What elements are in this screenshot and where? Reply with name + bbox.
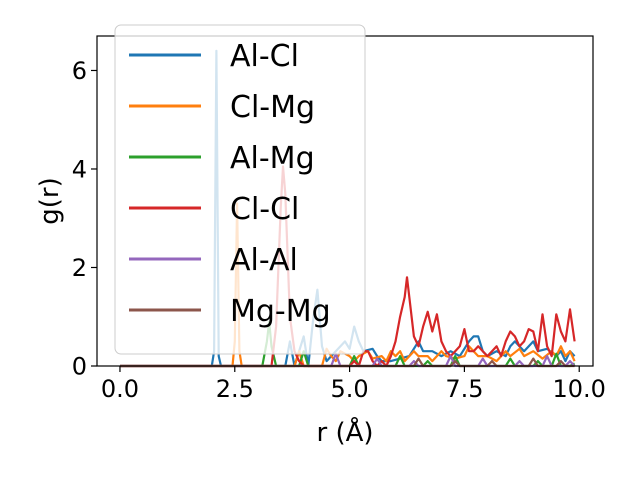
x-tick-label: 7.5 — [445, 375, 483, 403]
y-axis-label: g(r) — [35, 177, 65, 224]
y-tick-label: 2 — [72, 254, 87, 282]
legend-label-al-al: Al-Al — [230, 243, 298, 278]
x-tick-label: 2.5 — [216, 375, 254, 403]
series-line-mg-mg — [120, 357, 575, 368]
x-tick-label: 0.0 — [101, 375, 139, 403]
legend-label-cl-cl: Cl-Cl — [230, 192, 299, 227]
x-axis-ticks: 0.0 2.5 5.0 7.5 10.0 — [101, 366, 606, 403]
legend-label-al-cl: Al-Cl — [230, 39, 299, 74]
y-tick-label: 6 — [72, 57, 87, 85]
y-axis-ticks: 0 2 4 6 — [72, 57, 97, 381]
y-tick-label: 0 — [72, 353, 87, 381]
x-tick-label: 10.0 — [553, 375, 606, 403]
legend: Al-Cl Cl-Mg Al-Mg Cl-Cl Al-Al Mg-Mg — [114, 24, 366, 355]
legend-label-al-mg: Al-Mg — [230, 141, 315, 176]
y-tick-label: 4 — [72, 155, 87, 183]
legend-label-cl-mg: Cl-Mg — [230, 90, 315, 125]
x-axis-label: r (Å) — [316, 416, 373, 448]
legend-label-mg-mg: Mg-Mg — [230, 294, 331, 329]
x-tick-label: 5.0 — [331, 375, 369, 403]
